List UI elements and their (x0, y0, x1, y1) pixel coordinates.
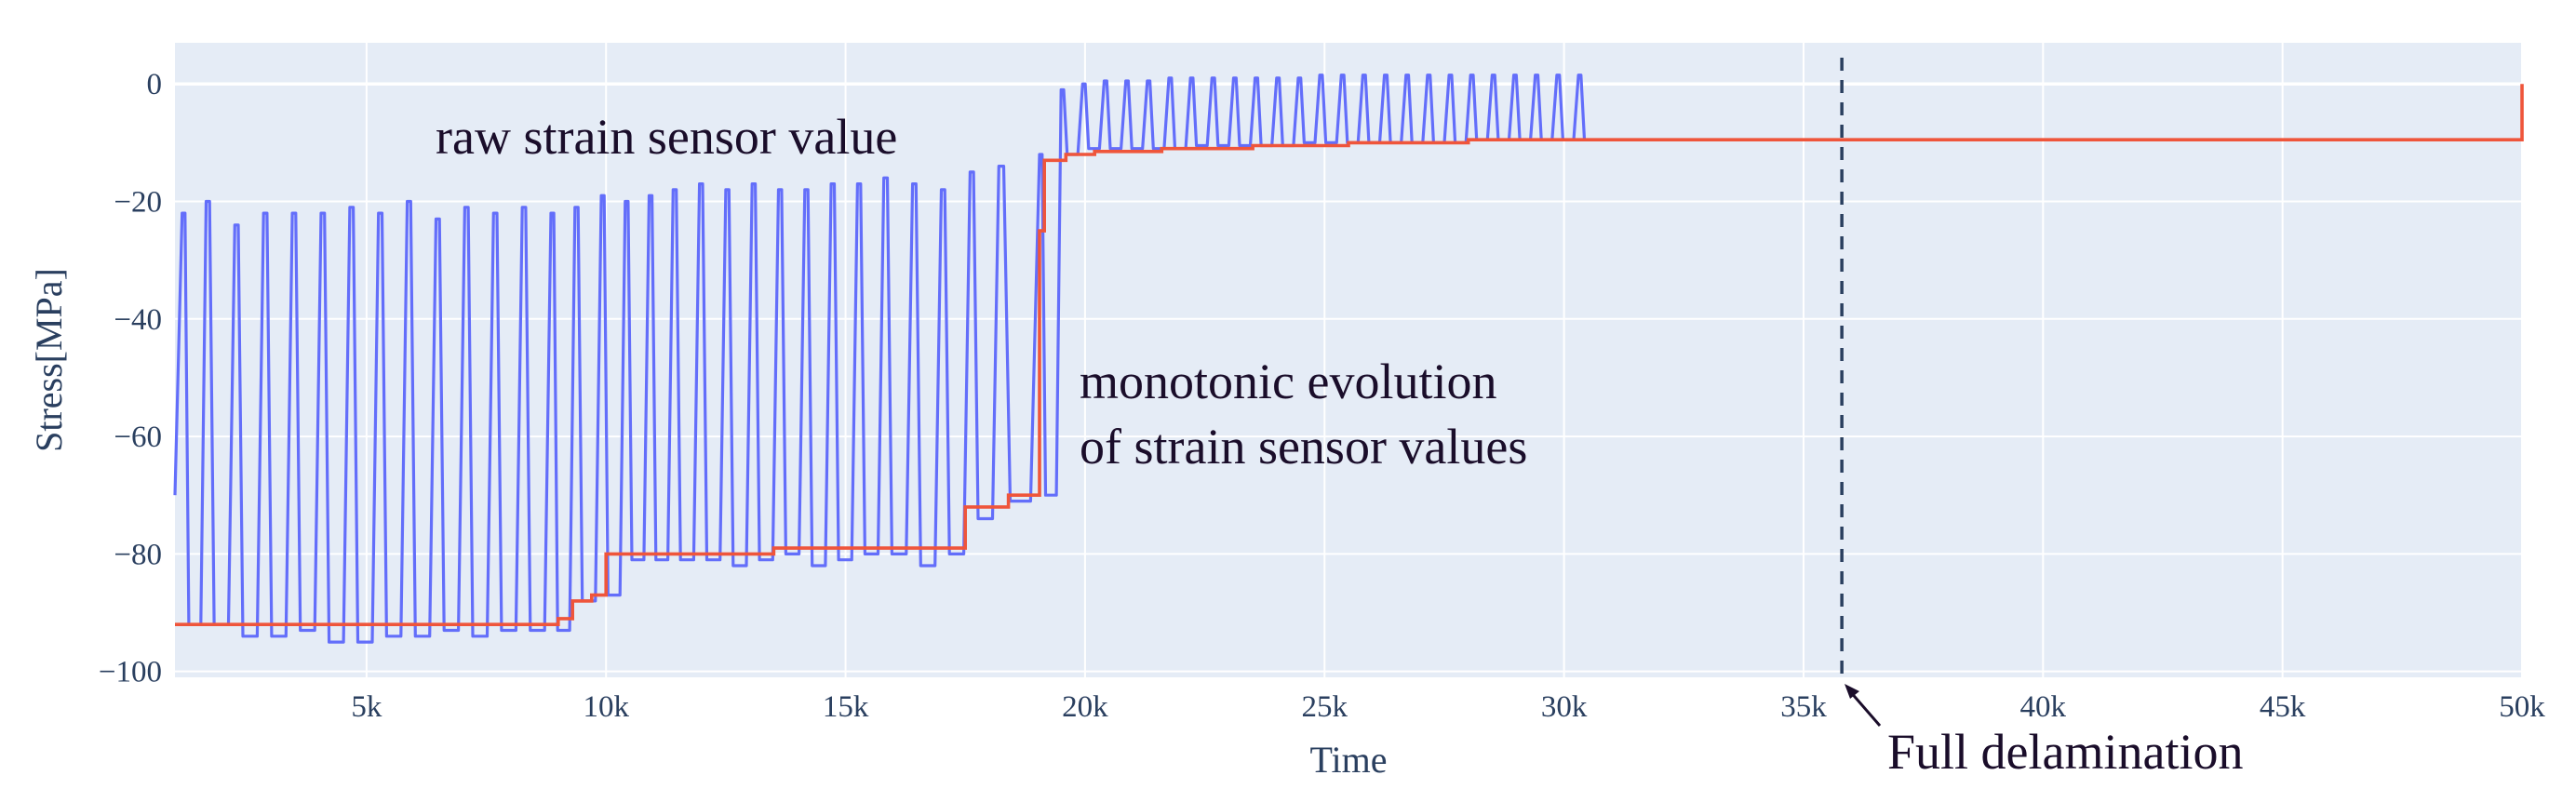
annotation-raw-label: raw strain sensor value (436, 109, 897, 165)
x-tick-label: 40k (2020, 690, 2067, 724)
x-tick-label: 30k (1541, 690, 1588, 724)
delamination-arrow (1845, 684, 1882, 727)
plot-background (175, 43, 2522, 677)
x-tick-label: 5k (351, 690, 382, 724)
annotation-delamination-label: Full delamination (1887, 724, 2243, 780)
y-tick-label: −20 (114, 186, 162, 220)
annotation-mono-label-line2: of strain sensor values (1080, 419, 1527, 475)
y-tick-label: −100 (99, 656, 162, 689)
y-tick-label: −60 (114, 421, 162, 454)
x-tick-label: 10k (583, 690, 629, 724)
raw-strain-series-line (173, 74, 1597, 644)
y-tick-label: −40 (114, 303, 162, 337)
x-tick-label: 20k (1062, 690, 1108, 724)
annotation-mono-label-line1: monotonic evolution (1080, 354, 1496, 409)
x-tick-label: 25k (1302, 690, 1348, 724)
gridlines (175, 43, 2523, 677)
monotonic-series-line (175, 84, 2524, 627)
series-layer (173, 74, 2524, 644)
y-tick-label: −80 (114, 538, 162, 571)
x-tick-label: 50k (2499, 690, 2545, 724)
y-tick-label: 0 (147, 68, 163, 101)
x-tick-label: 15k (823, 690, 869, 724)
y-axis-ticks: 0 −20 −40 −60 −80 −100 (99, 68, 162, 688)
x-tick-label: 45k (2260, 690, 2306, 724)
x-axis-ticks: 5k 10k 15k 20k 25k 30k 35k 40k 45k 50k (351, 690, 2545, 724)
x-tick-label: 35k (1780, 690, 1827, 724)
x-axis-title: Time (1309, 739, 1387, 781)
y-axis-title: Stress[MPa] (28, 268, 70, 452)
